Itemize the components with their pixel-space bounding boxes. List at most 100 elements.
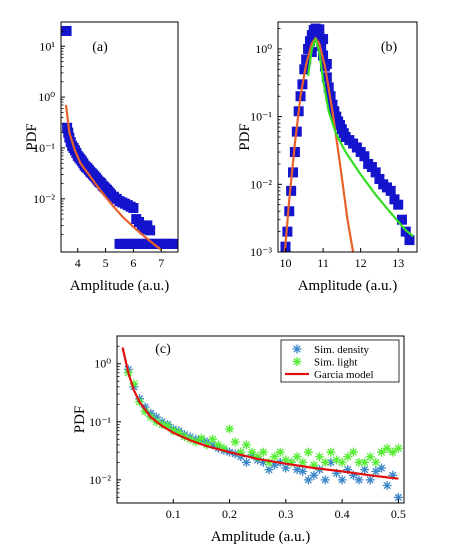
data-point <box>301 54 312 65</box>
axes-frame <box>116 335 405 504</box>
x-tick-label: 0.1 <box>166 507 181 521</box>
data-point <box>360 465 370 475</box>
panel-label: (b) <box>381 40 398 55</box>
panel-b: 10 11 12 13 10⁻³ 10⁻² 10⁻¹ 10⁰ Amplitude (a.u.) P… <box>237 21 418 294</box>
data-point <box>208 434 218 444</box>
data-point <box>314 24 325 35</box>
y-tick-label: 10⁻¹ <box>89 415 111 429</box>
y-axis-label: PDF <box>237 123 253 151</box>
panel-c: 0.1 0.2 0.3 0.4 0.5 10⁻² 10⁻¹ 10⁰ Amplitude (a.u… <box>72 335 406 545</box>
data-point <box>145 225 156 236</box>
data-point <box>236 447 246 457</box>
x-tick-label: 5 <box>103 256 109 270</box>
legend-marker <box>292 357 302 366</box>
model-line <box>121 347 399 480</box>
series-sim-density <box>123 364 403 502</box>
data-point <box>331 455 341 465</box>
data-point <box>388 447 398 457</box>
data-point <box>360 457 370 467</box>
x-tick-label: 6 <box>130 256 136 270</box>
data-point <box>343 452 353 462</box>
x-tick-label: 4 <box>75 256 81 270</box>
x-tick-label: 11 <box>317 256 329 270</box>
data-point <box>306 30 317 41</box>
legend-label: Garcia model <box>314 369 374 381</box>
data-point <box>128 202 139 213</box>
x-axis-label: Amplitude (a.u.) <box>298 278 398 294</box>
data-point <box>292 452 302 462</box>
y-tick-label: 10⁰ <box>94 357 111 371</box>
axes-frame <box>60 21 179 253</box>
data-point <box>264 465 274 475</box>
data-point <box>382 481 392 491</box>
y-tick-label: 10¹ <box>39 39 55 53</box>
data-point <box>370 167 381 178</box>
y-tick-label: 10⁻² <box>33 192 55 206</box>
panel-label: (c) <box>155 342 171 357</box>
data-point <box>236 452 246 462</box>
y-tick-label: 10⁻¹ <box>33 141 55 155</box>
data-point <box>371 457 381 467</box>
data-point <box>371 466 381 476</box>
data-point <box>320 475 330 485</box>
panel-a: 4 5 6 7 10⁻² 10⁻¹ 10⁰ 10¹ Amplitude (a.u.) PDF (a) <box>24 21 179 294</box>
data-point <box>213 440 223 450</box>
data-point <box>326 457 336 467</box>
legend-label: Sim. light <box>314 357 357 369</box>
data-point <box>329 106 340 117</box>
plot-area <box>280 23 415 252</box>
x-axis-label: Amplitude (a.u.) <box>211 529 311 545</box>
x-tick-label: 0.2 <box>222 507 237 521</box>
data-point <box>365 452 375 462</box>
data-point <box>208 440 218 450</box>
data-point <box>129 379 139 389</box>
data-point <box>393 492 403 502</box>
data-point <box>241 457 251 467</box>
data-point <box>157 419 167 429</box>
data-point <box>225 424 235 434</box>
data-point <box>151 412 161 422</box>
data-point <box>304 36 315 47</box>
panel-label: (a) <box>92 40 108 55</box>
data-point <box>318 34 329 45</box>
data-point <box>404 235 415 246</box>
data-point <box>298 466 308 476</box>
y-axis-label: PDF <box>72 406 88 434</box>
data-point <box>292 465 302 475</box>
data-point <box>354 457 364 467</box>
y-tick-label: 10⁰ <box>255 42 272 56</box>
data-point <box>389 194 400 205</box>
data-point <box>286 457 296 467</box>
data-point <box>230 437 240 447</box>
data-point <box>331 468 341 478</box>
data-point <box>258 447 268 457</box>
series-2 <box>307 37 414 238</box>
y-tick-label: 10⁻³ <box>250 245 272 259</box>
legend-marker <box>292 344 302 354</box>
data-point <box>196 433 206 443</box>
x-tick-label: 13 <box>392 256 404 270</box>
data-point <box>163 421 173 431</box>
x-tick-label: 10 <box>280 256 292 270</box>
y-tick-label: 10⁰ <box>38 90 55 104</box>
data-point <box>247 447 257 457</box>
data-point <box>385 185 396 196</box>
data-point <box>376 463 386 473</box>
data-point <box>140 402 150 412</box>
data-point <box>298 457 308 467</box>
data-point <box>374 173 385 184</box>
data-point <box>393 199 404 210</box>
data-point <box>388 470 398 480</box>
data-point <box>170 238 178 249</box>
y-axis-label: PDF <box>24 123 40 151</box>
series-0 <box>61 25 178 249</box>
data-point <box>309 460 319 470</box>
data-point <box>396 214 407 225</box>
data-point <box>202 440 212 450</box>
data-point <box>348 470 358 480</box>
data-point <box>281 463 291 473</box>
plot-area <box>121 347 403 502</box>
data-point <box>393 443 403 453</box>
